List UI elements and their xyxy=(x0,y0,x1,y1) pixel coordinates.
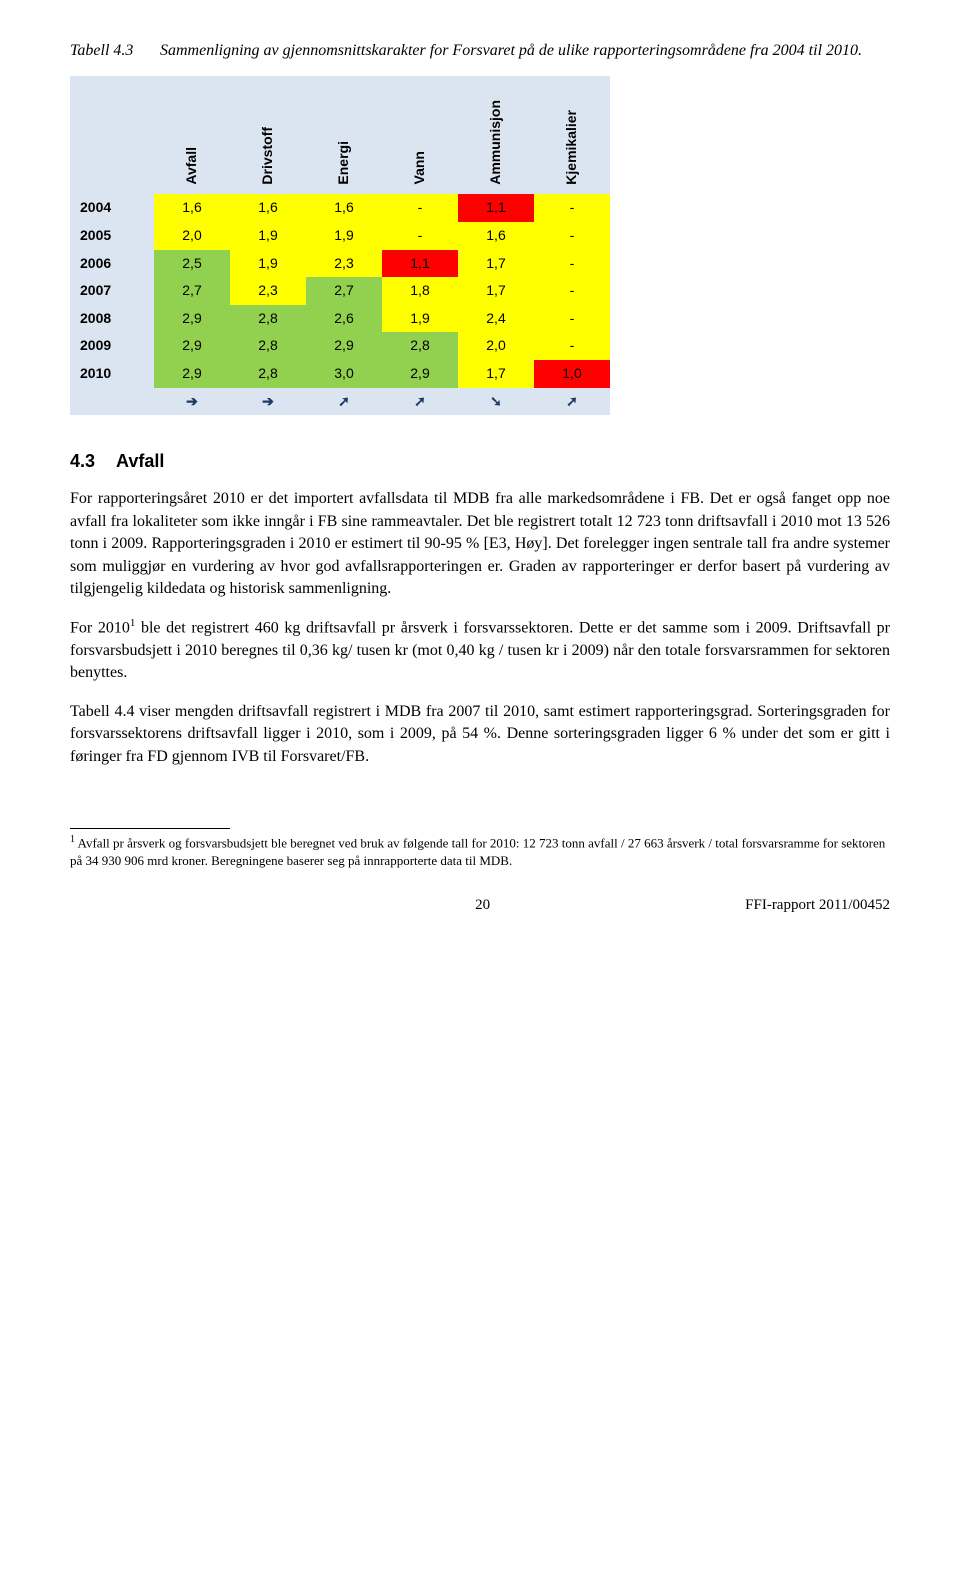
table-corner xyxy=(70,76,154,194)
footnote-rule xyxy=(70,828,230,829)
caption-text: Sammenligning av gjennomsnittskarakter f… xyxy=(160,40,862,62)
table-cell: 1,0 xyxy=(534,360,610,388)
table-cell: 2,7 xyxy=(154,277,230,305)
trend-arrow-icon: ➚ xyxy=(534,388,610,416)
section-heading: 4.3Avfall xyxy=(70,449,890,474)
table-cell: 2,4 xyxy=(458,305,534,333)
table-cell: 2,3 xyxy=(230,277,306,305)
table-cell: - xyxy=(534,222,610,250)
section-title: Avfall xyxy=(116,451,164,471)
page-footer: 20 FFI-rapport 2011/00452 xyxy=(70,895,890,916)
table-row: 20072,72,32,71,81,7- xyxy=(70,277,610,305)
row-year: 2007 xyxy=(70,277,154,305)
table-row: 20062,51,92,31,11,7- xyxy=(70,250,610,278)
row-year: 2004 xyxy=(70,194,154,222)
trend-arrow-icon: ➚ xyxy=(306,388,382,416)
table-cell: 1,7 xyxy=(458,250,534,278)
column-header-label: Ammunisjon xyxy=(486,100,506,185)
table-cell: - xyxy=(534,277,610,305)
column-header-label: Vann xyxy=(410,151,430,184)
column-header: Energi xyxy=(306,76,382,194)
column-header: Avfall xyxy=(154,76,230,194)
table-row: 20102,92,83,02,91,71,0 xyxy=(70,360,610,388)
row-year: 2010 xyxy=(70,360,154,388)
paragraph-2: For 20101 ble det registrert 460 kg drif… xyxy=(70,616,890,685)
paragraph-2a: For 2010 xyxy=(70,620,130,637)
trend-arrow-icon: ➔ xyxy=(154,388,230,416)
table-cell: 2,9 xyxy=(306,332,382,360)
table-cell: - xyxy=(534,305,610,333)
table-cell: 2,8 xyxy=(230,305,306,333)
table-cell: 1,1 xyxy=(382,250,458,278)
table-header-row: Avfall Drivstoff Energi Vann Ammunisjon Kjemi… xyxy=(70,76,610,194)
table-cell: 1,6 xyxy=(230,194,306,222)
trend-arrow-icon: ➘ xyxy=(458,388,534,416)
table-caption: Tabell 4.3 Sammenligning av gjennomsnitt… xyxy=(70,40,890,62)
table-row: 20052,01,91,9-1,6- xyxy=(70,222,610,250)
table-cell: 1,6 xyxy=(306,194,382,222)
footnote: 1 Avfall pr årsverk og forsvarsbudsjett … xyxy=(70,833,890,869)
table-cell: 2,5 xyxy=(154,250,230,278)
table-cell: 1,6 xyxy=(458,222,534,250)
table-cell: 2,3 xyxy=(306,250,382,278)
table-cell: 2,6 xyxy=(306,305,382,333)
column-header-label: Drivstoff xyxy=(258,127,278,185)
table-cell: 1,9 xyxy=(230,250,306,278)
table-cell: 2,7 xyxy=(306,277,382,305)
footnote-marker: 1 xyxy=(70,834,75,845)
report-id: FFI-rapport 2011/00452 xyxy=(745,895,890,916)
table-cell: 2,9 xyxy=(154,332,230,360)
data-table: Avfall Drivstoff Energi Vann Ammunisjon Kjemi… xyxy=(70,76,610,415)
column-header-label: Avfall xyxy=(182,147,202,185)
column-header-label: Kjemikalier xyxy=(562,110,582,185)
table-row: 20041,61,61,6-1,1- xyxy=(70,194,610,222)
trend-row: ➔➔➚➚➘➚ xyxy=(70,388,610,416)
table-cell: 2,0 xyxy=(154,222,230,250)
table-cell: - xyxy=(382,222,458,250)
trend-arrow-icon: ➔ xyxy=(230,388,306,416)
row-year: 2009 xyxy=(70,332,154,360)
table-cell: 1,7 xyxy=(458,360,534,388)
table-row: 20092,92,82,92,82,0- xyxy=(70,332,610,360)
footnote-text: Avfall pr årsverk og forsvarsbudsjett bl… xyxy=(70,835,885,868)
table-cell: 2,8 xyxy=(382,332,458,360)
table-cell: 2,9 xyxy=(154,305,230,333)
paragraph-1: For rapporteringsåret 2010 er det import… xyxy=(70,488,890,600)
column-header: Kjemikalier xyxy=(534,76,610,194)
table-cell: 1,9 xyxy=(382,305,458,333)
trend-row-head xyxy=(70,388,154,416)
column-header-label: Energi xyxy=(334,141,354,185)
table-cell: 2,9 xyxy=(154,360,230,388)
caption-label: Tabell 4.3 xyxy=(70,40,160,62)
page-number: 20 xyxy=(220,895,745,916)
column-header: Vann xyxy=(382,76,458,194)
table-cell: 1,7 xyxy=(458,277,534,305)
table-cell: 1,9 xyxy=(230,222,306,250)
table-row: 20082,92,82,61,92,4- xyxy=(70,305,610,333)
table-cell: 1,6 xyxy=(154,194,230,222)
table-cell: - xyxy=(534,194,610,222)
table-cell: - xyxy=(534,250,610,278)
column-header: Ammunisjon xyxy=(458,76,534,194)
table-cell: - xyxy=(382,194,458,222)
table-cell: 2,8 xyxy=(230,332,306,360)
column-header: Drivstoff xyxy=(230,76,306,194)
table-cell: 3,0 xyxy=(306,360,382,388)
trend-arrow-icon: ➚ xyxy=(382,388,458,416)
table-cell: 2,0 xyxy=(458,332,534,360)
table-cell: 1,9 xyxy=(306,222,382,250)
paragraph-2b: ble det registrert 460 kg driftsavfall p… xyxy=(70,620,890,682)
row-year: 2008 xyxy=(70,305,154,333)
table-cell: 1,8 xyxy=(382,277,458,305)
section-number: 4.3 xyxy=(70,449,116,474)
paragraph-3: Tabell 4.4 viser mengden driftsavfall re… xyxy=(70,701,890,768)
table-cell: 2,9 xyxy=(382,360,458,388)
row-year: 2005 xyxy=(70,222,154,250)
table-cell: - xyxy=(534,332,610,360)
table-cell: 2,8 xyxy=(230,360,306,388)
table-cell: 1,1 xyxy=(458,194,534,222)
row-year: 2006 xyxy=(70,250,154,278)
